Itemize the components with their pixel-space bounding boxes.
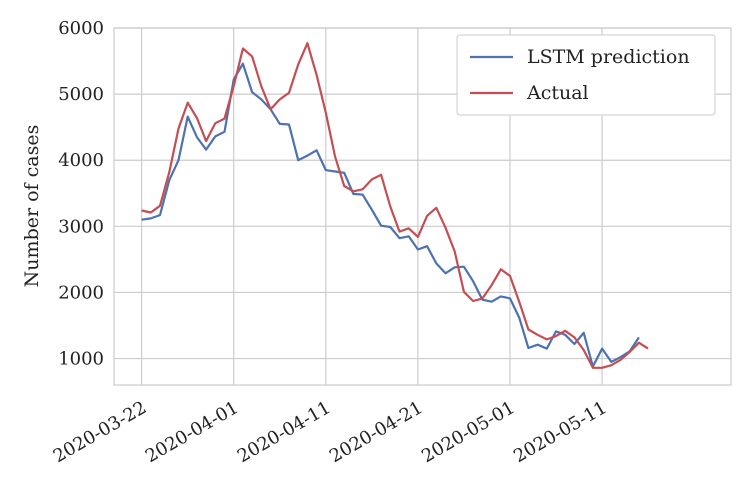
x-tick-label: 2020-04-21: [326, 397, 426, 467]
y-tick-labels: 1000 2000 3000 4000 5000 6000: [58, 18, 104, 370]
series-line-actual: [141, 42, 649, 369]
x-tick-label: 2020-05-01: [418, 397, 518, 467]
legend-box: [456, 34, 716, 116]
y-axis-title: Number of cases: [21, 125, 43, 288]
legend-label-actual: Actual: [526, 82, 589, 104]
legend: LSTM prediction Actual: [456, 34, 716, 116]
x-tick-label: 2020-04-01: [142, 397, 242, 467]
x-tick-label: 2020-03-22: [50, 397, 150, 467]
y-tick-label: 6000: [58, 18, 104, 39]
y-tick-label: 3000: [58, 216, 104, 237]
y-tick-label: 2000: [58, 282, 104, 303]
x-tick-label: 2020-04-11: [234, 397, 334, 467]
legend-label-lstm: LSTM prediction: [527, 46, 690, 68]
grid-lines: [114, 27, 731, 385]
y-tick-label: 5000: [58, 84, 104, 105]
x-tick-label: 2020-05-11: [510, 397, 610, 467]
series-lines: [141, 42, 649, 369]
x-tick-labels: 2020-03-222020-04-012020-04-112020-04-21…: [50, 397, 611, 467]
y-tick-label: 1000: [58, 349, 104, 370]
series-line-lstm-prediction: [141, 62, 640, 368]
y-tick-label: 4000: [58, 150, 104, 171]
